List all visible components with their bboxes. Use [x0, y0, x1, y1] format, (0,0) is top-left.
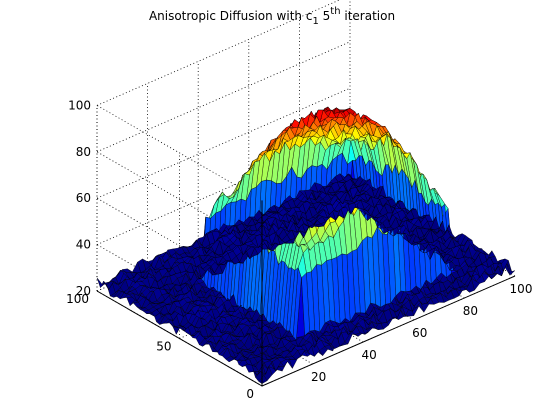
x-tick-label: 20 [311, 370, 326, 384]
z-tick-label: 60 [76, 191, 91, 205]
grid-line [96, 105, 263, 201]
axis-y-line [96, 290, 263, 387]
surface-mesh [96, 106, 516, 384]
x-tick-label: 100 [510, 282, 533, 296]
axes-frame [96, 200, 516, 387]
z-tick-label: 80 [76, 145, 91, 159]
grid-line [96, 87, 351, 199]
grid-line [96, 134, 351, 245]
x-tick-label: 60 [412, 326, 427, 340]
grid-line [96, 0, 341, 106]
y-tick-label: 50 [156, 340, 171, 354]
z-tick-label: 40 [76, 238, 91, 252]
chart-title: Anisotropic Diffusion with c1 5th iterat… [149, 6, 395, 27]
surface-facet [96, 277, 106, 288]
grid-line [96, 41, 351, 153]
z-tick-label: 20 [76, 284, 91, 298]
axis-x-line [261, 275, 516, 387]
z-tick-label: 100 [68, 98, 91, 112]
y-tick-label: 100 [66, 292, 89, 306]
y-tick-label: 0 [246, 387, 254, 401]
x-tick-label: 40 [362, 348, 377, 362]
x-tick-label: 80 [463, 304, 478, 318]
